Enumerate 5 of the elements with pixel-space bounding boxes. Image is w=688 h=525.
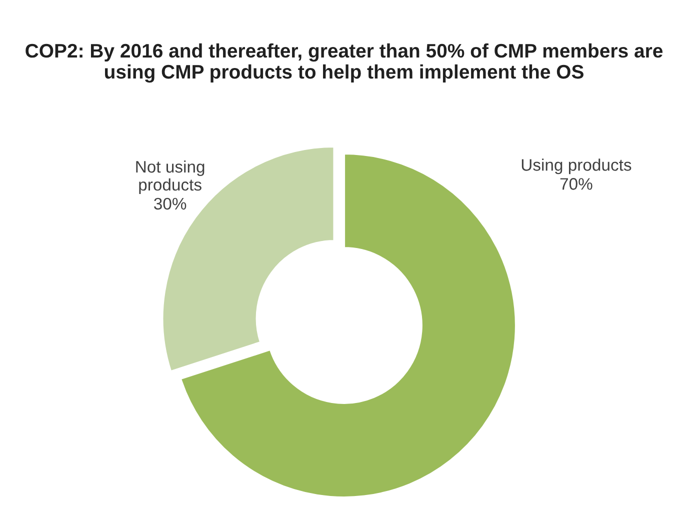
slice-label: Not using products (136, 160, 204, 194)
slice-label: Using products (522, 158, 632, 174)
data-label: 30% (154, 198, 186, 210)
chart-title: COP2: By 2016 and thereafter, greater than 50% of CMP members are using CMP products to help them implement the OS (26, 43, 663, 83)
data-label: 70% (560, 178, 592, 190)
